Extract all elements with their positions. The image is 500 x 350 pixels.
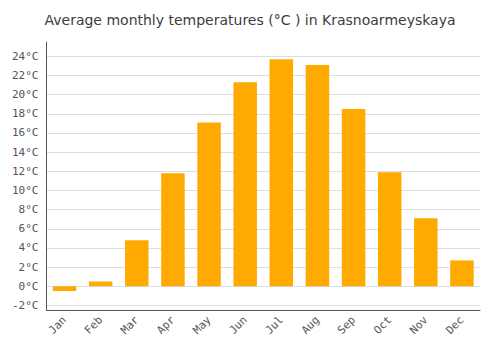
svg-text:18°C: 18°C [12, 107, 39, 120]
svg-text:0°C: 0°C [19, 280, 39, 293]
svg-text:4°C: 4°C [19, 241, 39, 254]
svg-text:20°C: 20°C [12, 88, 39, 101]
svg-text:22°C: 22°C [12, 69, 39, 82]
svg-text:May: May [190, 313, 213, 336]
svg-text:12°C: 12°C [12, 165, 39, 178]
svg-text:14°C: 14°C [12, 146, 39, 159]
svg-text:-2°C: -2°C [12, 299, 39, 312]
svg-text:Jun: Jun [227, 314, 250, 337]
svg-text:Jan: Jan [46, 314, 69, 337]
svg-text:6°C: 6°C [19, 222, 39, 235]
svg-text:Dec: Dec [443, 314, 466, 337]
svg-text:Oct: Oct [371, 314, 394, 337]
svg-text:10°C: 10°C [12, 184, 39, 197]
svg-text:2°C: 2°C [19, 261, 39, 274]
svg-text:Feb: Feb [82, 314, 105, 337]
svg-text:8°C: 8°C [19, 203, 39, 216]
svg-text:Aug: Aug [299, 314, 322, 337]
svg-text:Mar: Mar [118, 313, 141, 336]
svg-text:Jul: Jul [263, 314, 286, 337]
svg-text:Nov: Nov [407, 313, 430, 336]
svg-text:Sep: Sep [335, 314, 358, 337]
svg-text:16°C: 16°C [12, 126, 39, 139]
svg-text:24°C: 24°C [12, 50, 39, 63]
svg-text:Average monthly temperatures (: Average monthly temperatures (°C ) in Kr… [44, 12, 455, 28]
svg-text:Apr: Apr [154, 313, 177, 336]
